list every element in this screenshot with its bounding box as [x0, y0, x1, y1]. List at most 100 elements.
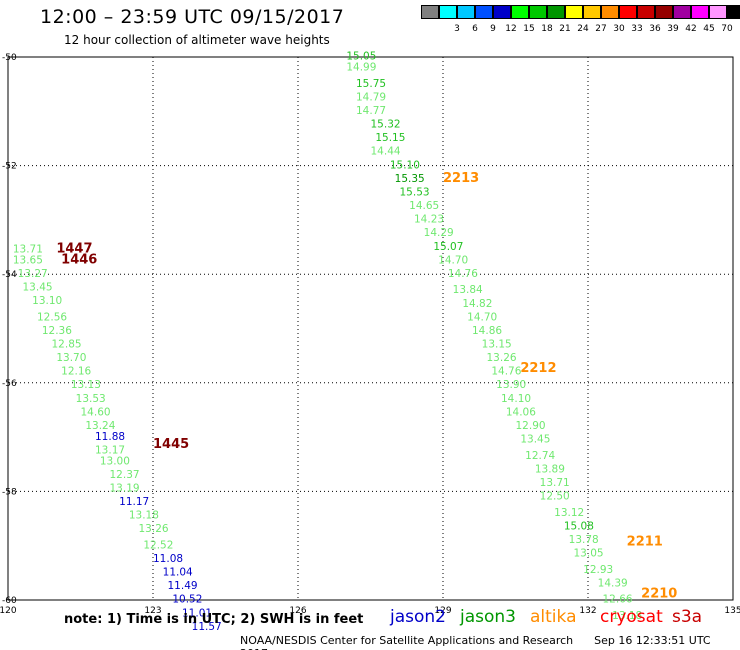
wave-height-value: 15.75 — [356, 78, 386, 90]
wave-height-value: 13.19 — [110, 482, 140, 494]
legend-swatch — [709, 5, 727, 19]
map-subtitle: 12 hour collection of altimeter wave hei… — [64, 33, 330, 47]
wave-height-value: 13.84 — [453, 284, 483, 296]
wave-height-value: 15.15 — [375, 132, 405, 144]
wave-height-value: 13.71 — [13, 243, 43, 255]
legend-label: 33 — [631, 24, 643, 34]
pass-time-label: 1447 — [56, 241, 92, 256]
wave-height-value: 15.32 — [371, 119, 401, 131]
satellite-name: altika — [530, 607, 577, 627]
lon-tick-label: 132 — [579, 606, 596, 616]
satellite-name: s3a — [672, 607, 703, 627]
wave-height-value: 14.10 — [501, 393, 531, 405]
wave-height-value: 13.65 — [13, 254, 43, 266]
lat-tick-label: -60 — [2, 596, 17, 606]
wave-height-value: 15.08 — [564, 520, 594, 532]
wave-height-value: 14.44 — [371, 146, 401, 158]
legend-label: 70 — [721, 24, 733, 34]
legend-label: 3 — [454, 24, 460, 34]
wave-height-value: 12.93 — [583, 564, 613, 576]
wave-height-value: 13.53 — [76, 393, 106, 405]
wave-height-value: 13.71 — [540, 477, 570, 489]
wave-height-value: 13.78 — [569, 534, 599, 546]
pass-time-label: 1445 — [153, 437, 189, 452]
credit-text: NOAA/NESDIS Center for Satellite Applica… — [240, 634, 574, 647]
wave-height-value: 14.77 — [356, 105, 386, 117]
credit-timestamp: Sep 16 12:33:51 UTC 2017 — [240, 634, 711, 650]
wave-height-value: 11.57 — [192, 621, 222, 633]
wave-height-value: 12.85 — [52, 339, 82, 351]
wave-height-value: 13.70 — [56, 352, 86, 364]
legend-label: 21 — [559, 24, 571, 34]
wave-height-value: 13.89 — [535, 463, 565, 475]
wave-height-value: 13.45 — [520, 434, 550, 446]
legend-label: 6 — [472, 24, 478, 34]
footer-credit: NOAA/NESDIS Center for Satellite Applica… — [240, 634, 740, 650]
wave-height-value: 13.15 — [482, 339, 512, 351]
wave-height-value: 14.99 — [346, 62, 376, 74]
wave-height-value: 13.10 — [32, 295, 62, 307]
satellite-name: cryosat — [600, 607, 663, 627]
legend-swatch — [637, 5, 655, 19]
legend-label: 39 — [667, 24, 679, 34]
pass-time-label: 2213 — [443, 171, 479, 186]
wave-height-value: 11.17 — [119, 496, 149, 508]
wave-height-value: 14.60 — [81, 406, 111, 418]
lat-tick-label: -54 — [2, 270, 17, 280]
wave-height-value: 11.04 — [163, 567, 193, 579]
plot-frame — [7, 56, 734, 601]
wave-height-value: 11.01 — [182, 607, 212, 619]
wave-height-value: 12.16 — [61, 366, 91, 378]
wave-height-value: 14.70 — [467, 311, 497, 323]
wave-height-value: 15.10 — [390, 159, 420, 171]
wave-height-value: 14.79 — [356, 91, 386, 103]
legend-label: 24 — [577, 24, 589, 34]
wave-height-value: 14.65 — [409, 200, 439, 212]
legend-label: 42 — [685, 24, 697, 34]
legend-label: 12 — [505, 24, 517, 34]
wave-height-value: 15.35 — [395, 173, 425, 185]
wave-height-value: 14.70 — [438, 254, 468, 266]
wave-height-value: 13.18 — [612, 610, 642, 622]
wave-height-value: 10.52 — [172, 594, 202, 606]
wave-height-value: 13.00 — [100, 455, 130, 467]
legend-swatch — [439, 5, 457, 19]
legend-swatch — [511, 5, 529, 19]
legend-swatch — [673, 5, 691, 19]
wave-height-value: 13.17 — [95, 444, 125, 456]
wave-height-value: 13.05 — [574, 548, 604, 560]
wave-height-value: 14.76 — [491, 366, 521, 378]
legend-swatch — [655, 5, 673, 19]
wave-height-value: 12.66 — [603, 594, 633, 606]
lon-tick-label: 135 — [724, 606, 740, 616]
wave-height-value: 13.45 — [23, 281, 53, 293]
wave-height-value: 13.13 — [71, 379, 101, 391]
legend-swatch — [601, 5, 619, 19]
legend-swatch — [691, 5, 709, 19]
wave-height-value: 14.76 — [448, 268, 478, 280]
legend-swatch — [493, 5, 511, 19]
lat-tick-label: -56 — [2, 379, 17, 389]
lon-tick-label: 126 — [289, 606, 306, 616]
satellite-name: jason3 — [460, 607, 516, 627]
lat-tick-label: -58 — [2, 487, 17, 497]
legend-swatch — [583, 5, 601, 19]
wave-height-value: 12.56 — [37, 311, 67, 323]
legend-label: 30 — [613, 24, 625, 34]
legend-swatch — [421, 5, 439, 19]
wave-height-value: 14.23 — [414, 214, 444, 226]
pass-time-label: 2211 — [627, 535, 663, 550]
legend-label: 9 — [490, 24, 496, 34]
pass-time-label: 2212 — [520, 361, 556, 376]
wave-height-value: 14.29 — [424, 227, 454, 239]
wave-height-value: 11.88 — [95, 431, 125, 443]
wave-height-value: 12.74 — [525, 450, 555, 462]
wave-height-value: 12.37 — [110, 469, 140, 481]
pass-time-label: 1446 — [61, 252, 97, 267]
wave-height-value: 14.86 — [472, 325, 502, 337]
pass-time-label: 2210 — [641, 586, 677, 601]
wave-height-value: 12.36 — [42, 325, 72, 337]
lat-tick-label: -52 — [2, 162, 17, 172]
map-title: 12:00 – 23:59 UTC 09/15/2017 — [40, 6, 345, 28]
